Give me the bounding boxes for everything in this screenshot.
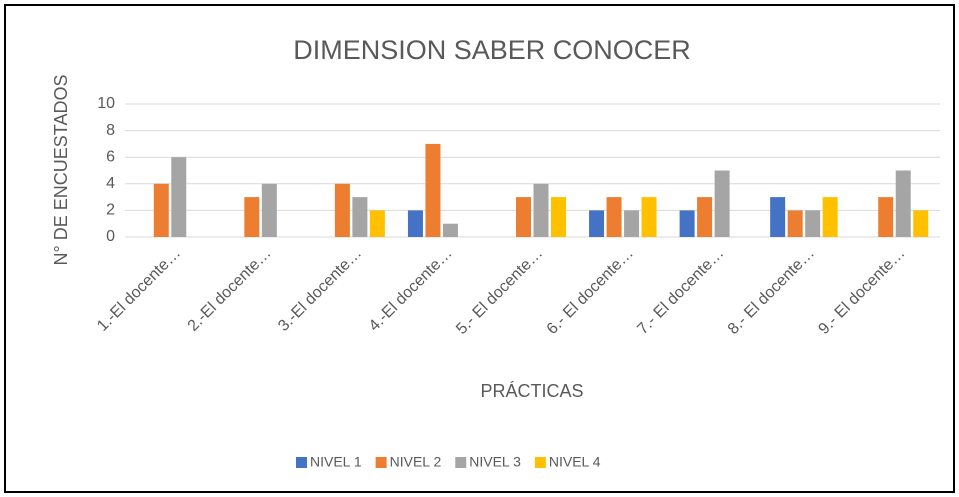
bar	[770, 197, 786, 237]
bar	[261, 183, 277, 237]
bar	[805, 210, 821, 237]
y-tick-label: 8	[106, 122, 115, 139]
bar	[787, 210, 803, 237]
bar	[913, 210, 929, 237]
bar	[352, 197, 368, 237]
legend-label: NIVEL 2	[390, 454, 442, 470]
y-tick-label: 6	[106, 148, 115, 165]
bar	[407, 210, 423, 237]
y-tick-label: 4	[106, 175, 115, 192]
bar	[551, 197, 566, 237]
bar	[624, 210, 640, 237]
chart-frame	[4, 4, 955, 493]
bar	[334, 183, 350, 237]
legend-label: NIVEL 1	[310, 454, 362, 470]
bar	[171, 157, 187, 237]
legend-swatch	[534, 457, 546, 468]
bar	[878, 197, 894, 237]
chart-title: DIMENSION SABER CONOCER	[293, 35, 691, 65]
bar	[533, 183, 549, 237]
bar	[697, 197, 713, 237]
bar	[589, 210, 605, 237]
legend-label: NIVEL 4	[549, 454, 601, 470]
legend-label: NIVEL 3	[469, 454, 521, 470]
bar	[714, 170, 730, 237]
y-tick-label: 10	[97, 95, 115, 112]
bar	[425, 143, 441, 237]
bar	[822, 197, 838, 237]
bar	[369, 210, 385, 237]
bar	[244, 197, 260, 237]
legend-swatch	[375, 457, 387, 468]
y-axis-label: N° DE ENCUESTADOS	[51, 75, 71, 266]
x-axis-label: PRÁCTICAS	[480, 381, 583, 401]
bar	[895, 170, 911, 237]
bar	[442, 223, 458, 237]
bar	[641, 197, 657, 237]
legend-swatch	[455, 457, 467, 468]
legend-swatch	[296, 457, 307, 468]
y-tick-label: 2	[106, 202, 115, 219]
bar	[153, 183, 169, 237]
bar	[516, 197, 531, 237]
y-tick-label: 0	[106, 228, 115, 245]
bar	[679, 210, 695, 237]
bar	[606, 197, 622, 237]
